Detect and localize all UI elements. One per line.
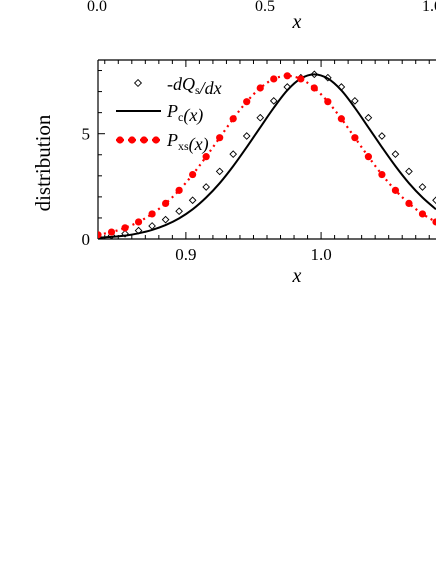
legend-entry: -dQs/dx: [133, 74, 222, 98]
y-axis-label: distribution: [31, 114, 55, 211]
legend-swatch-dot: [140, 136, 148, 144]
data-point: [270, 75, 278, 83]
data-point: [215, 167, 224, 176]
series-2: [98, 72, 436, 239]
data-point: [202, 183, 210, 191]
y-tick-label: 0: [82, 230, 91, 249]
data-point: [418, 183, 427, 191]
data-point: [256, 84, 264, 92]
data-point: [378, 132, 386, 140]
data-point: [243, 98, 251, 106]
upper-tick-label: 1.0: [422, 0, 436, 15]
data-point: [432, 196, 436, 205]
data-point: [405, 199, 413, 208]
x-tick-label: 1.0: [310, 245, 331, 264]
data-point: [256, 113, 265, 122]
tick-marks: [98, 60, 430, 239]
x-tick-label: 0.9: [175, 245, 196, 264]
data-point: [148, 222, 156, 230]
data-point: [364, 113, 373, 122]
data-point: [161, 215, 170, 224]
axes-frame: [97, 59, 436, 240]
data-point: [405, 167, 413, 176]
series-1: [98, 73, 436, 239]
data-point: [121, 224, 129, 232]
data-point: [418, 210, 427, 218]
data-point: [337, 115, 345, 123]
series-line: [98, 73, 436, 239]
data-point: [432, 218, 436, 226]
data-point: [107, 228, 116, 236]
data-point: [297, 75, 305, 83]
data-point: [364, 153, 372, 161]
data-point: [310, 84, 318, 92]
legend: -dQs/dx Pc(x) Pxs(x): [116, 74, 222, 155]
data-point: [148, 210, 156, 218]
legend-label: Pc(x): [166, 101, 203, 126]
chart: 0.9 1.0 0 5 distribution x -dQs/dx Pc(x) Pxs(…: [31, 59, 436, 287]
upper-tick-label: 0.5: [255, 0, 275, 15]
legend-swatch-dot: [152, 136, 160, 144]
data-point: [121, 229, 129, 238]
series-layer: [98, 70, 436, 239]
data-point: [229, 115, 237, 123]
upper-tick-label: 0.0: [87, 0, 107, 15]
data-point: [188, 196, 197, 205]
data-point: [202, 153, 210, 161]
data-point: [378, 170, 386, 179]
data-point: [98, 231, 102, 239]
data-point: [391, 186, 400, 194]
data-point: [242, 132, 251, 140]
series-line: [98, 74, 436, 236]
legend-swatch-dot: [116, 136, 124, 144]
series-0: [98, 70, 436, 239]
y-tick-label: 5: [82, 125, 91, 144]
data-point: [175, 186, 183, 194]
legend-swatch: [133, 78, 143, 88]
tick-labels: 0.9 1.0 0 5: [82, 125, 332, 264]
data-point: [269, 97, 278, 105]
data-point: [175, 207, 183, 216]
data-point: [310, 70, 319, 79]
data-point: [229, 150, 238, 158]
data-point: [351, 134, 359, 142]
data-point: [283, 72, 291, 80]
data-point: [189, 170, 197, 179]
data-point: [391, 150, 400, 158]
upper-x-axis-label: x: [292, 11, 302, 33]
data-point: [324, 98, 332, 106]
data-point: [351, 97, 359, 105]
data-point: [216, 134, 224, 142]
data-point: [134, 218, 143, 226]
x-axis-label: x: [292, 265, 302, 287]
legend-label: -dQs/dx: [167, 74, 222, 98]
legend-swatch-dot: [128, 136, 136, 144]
upper-panel-remnant: 0.0 0.5 1.0 x: [87, 0, 436, 33]
legend-label: Pxs(x): [166, 130, 209, 155]
legend-entry: Pc(x): [116, 101, 203, 126]
legend-entry: Pxs(x): [116, 130, 209, 155]
data-point: [162, 199, 170, 208]
